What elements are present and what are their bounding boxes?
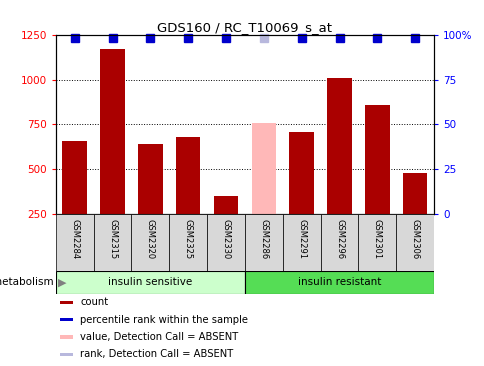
Text: GSM2325: GSM2325: [183, 219, 192, 259]
Text: GSM2315: GSM2315: [108, 219, 117, 259]
Text: rank, Detection Call = ABSENT: rank, Detection Call = ABSENT: [80, 350, 233, 359]
Bar: [176, 137, 200, 214]
Text: percentile rank within the sample: percentile rank within the sample: [80, 315, 248, 325]
Bar: [60, 335, 73, 339]
Bar: [62, 141, 87, 214]
Bar: [244, 271, 433, 294]
Text: GSM2306: GSM2306: [410, 219, 419, 259]
Text: GSM2284: GSM2284: [70, 219, 79, 259]
Bar: [60, 318, 73, 321]
Text: GSM2301: GSM2301: [372, 219, 381, 259]
Bar: [395, 214, 433, 271]
Bar: [60, 353, 73, 356]
Text: GSM2330: GSM2330: [221, 219, 230, 259]
Text: ▶: ▶: [58, 277, 67, 287]
Bar: [402, 173, 426, 214]
Bar: [244, 214, 282, 271]
Text: count: count: [80, 297, 108, 307]
Bar: [320, 214, 358, 271]
Text: insulin resistant: insulin resistant: [297, 277, 380, 287]
Bar: [251, 123, 275, 214]
Bar: [207, 214, 244, 271]
Bar: [56, 214, 93, 271]
Bar: [289, 132, 313, 214]
Bar: [100, 49, 124, 214]
Bar: [56, 271, 244, 294]
Bar: [213, 196, 238, 214]
Bar: [60, 300, 73, 304]
Text: value, Detection Call = ABSENT: value, Detection Call = ABSENT: [80, 332, 238, 342]
Text: GSM2286: GSM2286: [259, 219, 268, 259]
Bar: [358, 214, 395, 271]
Text: GSM2291: GSM2291: [297, 219, 305, 259]
Bar: [364, 105, 389, 214]
Text: insulin sensitive: insulin sensitive: [108, 277, 192, 287]
Bar: [282, 214, 320, 271]
Bar: [131, 214, 169, 271]
Bar: [93, 214, 131, 271]
Title: GDS160 / RC_T10069_s_at: GDS160 / RC_T10069_s_at: [157, 20, 332, 34]
Bar: [327, 78, 351, 214]
Bar: [169, 214, 207, 271]
Text: GSM2320: GSM2320: [146, 219, 154, 259]
Text: GSM2296: GSM2296: [334, 219, 343, 259]
Text: metabolism: metabolism: [0, 277, 53, 287]
Bar: [138, 144, 162, 214]
